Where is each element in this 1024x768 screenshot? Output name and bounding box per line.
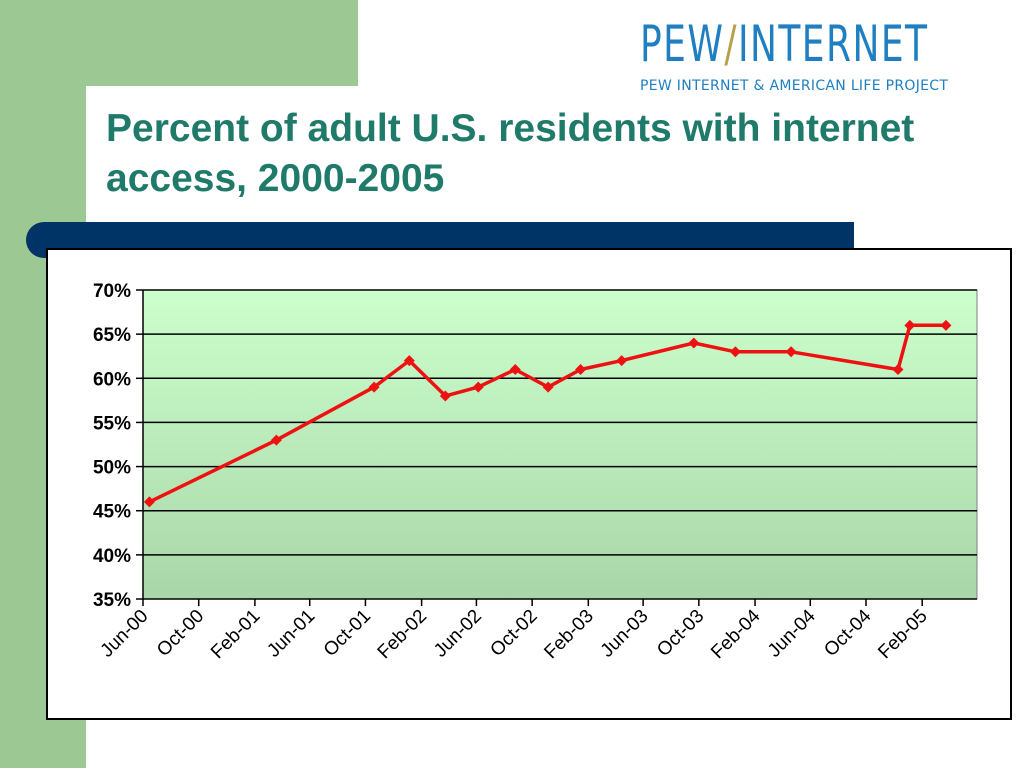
logo-subtitle: PEW INTERNET & AMERICAN LIFE PROJECT — [640, 78, 949, 94]
top-accent-block — [0, 0, 358, 86]
x-tick-label: Feb-03 — [540, 606, 597, 663]
data-point-marker — [439, 390, 451, 402]
x-tick-label: Feb-05 — [874, 606, 931, 663]
series-internet-access — [143, 319, 952, 508]
data-point-marker — [688, 337, 700, 349]
axes — [142, 290, 977, 600]
plot-area — [142, 289, 978, 600]
x-tick-label: Jun-04 — [764, 605, 820, 661]
slide-title: Percent of adult U.S. residents with int… — [106, 107, 915, 200]
logo-wordmark: PEW/INTERNET — [640, 14, 928, 74]
pew-internet-logo: PEW/INTERNET PEW INTERNET & AMERICAN LIF… — [640, 14, 1000, 100]
data-point-marker — [143, 496, 155, 508]
y-tick-label: 70% — [93, 281, 131, 302]
data-point-marker — [616, 355, 628, 367]
y-tick-label: 65% — [93, 325, 131, 346]
series-line — [148, 323, 946, 504]
data-point-marker — [509, 363, 521, 375]
gridlines — [143, 289, 977, 556]
logo-word-internet: INTERNET — [737, 15, 929, 73]
data-point-marker — [403, 355, 415, 367]
data-point-marker — [368, 381, 380, 393]
chart-frame: 35% 40% 45% 50% 55% 60% 65% 70% Jun-00 Oct-00 Feb… — [46, 248, 1012, 720]
x-tick-label: Oct-04 — [820, 605, 875, 660]
x-tick-label: Feb-02 — [374, 606, 431, 663]
logo-word-pew: PEW — [640, 15, 725, 73]
x-tick-label: Jun-03 — [597, 606, 653, 662]
data-point-marker — [892, 363, 904, 375]
data-point-marker — [575, 363, 587, 375]
x-tick-label: Oct-02 — [486, 606, 541, 661]
x-tick-label: Feb-01 — [207, 606, 264, 663]
data-point-marker — [785, 346, 797, 358]
x-tick-label: Jun-02 — [430, 606, 486, 662]
y-tick-label: 45% — [93, 502, 131, 523]
y-tick-label: 50% — [93, 458, 131, 479]
x-tick-label: Oct-00 — [153, 606, 208, 661]
x-tick-label: Oct-03 — [653, 606, 708, 661]
data-point-marker — [270, 434, 282, 446]
x-tick-label: Jun-01 — [263, 606, 319, 662]
y-tick-label: 60% — [93, 369, 131, 390]
y-tick-label: 35% — [93, 590, 131, 611]
x-tick-label: Jun-00 — [97, 606, 153, 662]
data-point-marker — [940, 319, 952, 331]
x-tick-label: Oct-01 — [320, 606, 375, 661]
data-point-marker — [729, 346, 741, 358]
line-chart: 35%40%45%50%55%60%65%70% Jun-00 Oct-00Feb… — [93, 281, 978, 663]
data-point-marker — [904, 319, 916, 331]
logo-slash: / — [724, 15, 738, 73]
x-tick-label: Feb-04 — [707, 605, 765, 663]
y-axis-ticks: 35% 40% 45% 50% 55% 60% 65% 70% — [93, 281, 143, 611]
data-point-marker — [472, 381, 484, 393]
y-tick-label: 40% — [93, 546, 131, 567]
y-tick-label: 55% — [93, 413, 131, 434]
data-point-marker — [542, 381, 554, 393]
